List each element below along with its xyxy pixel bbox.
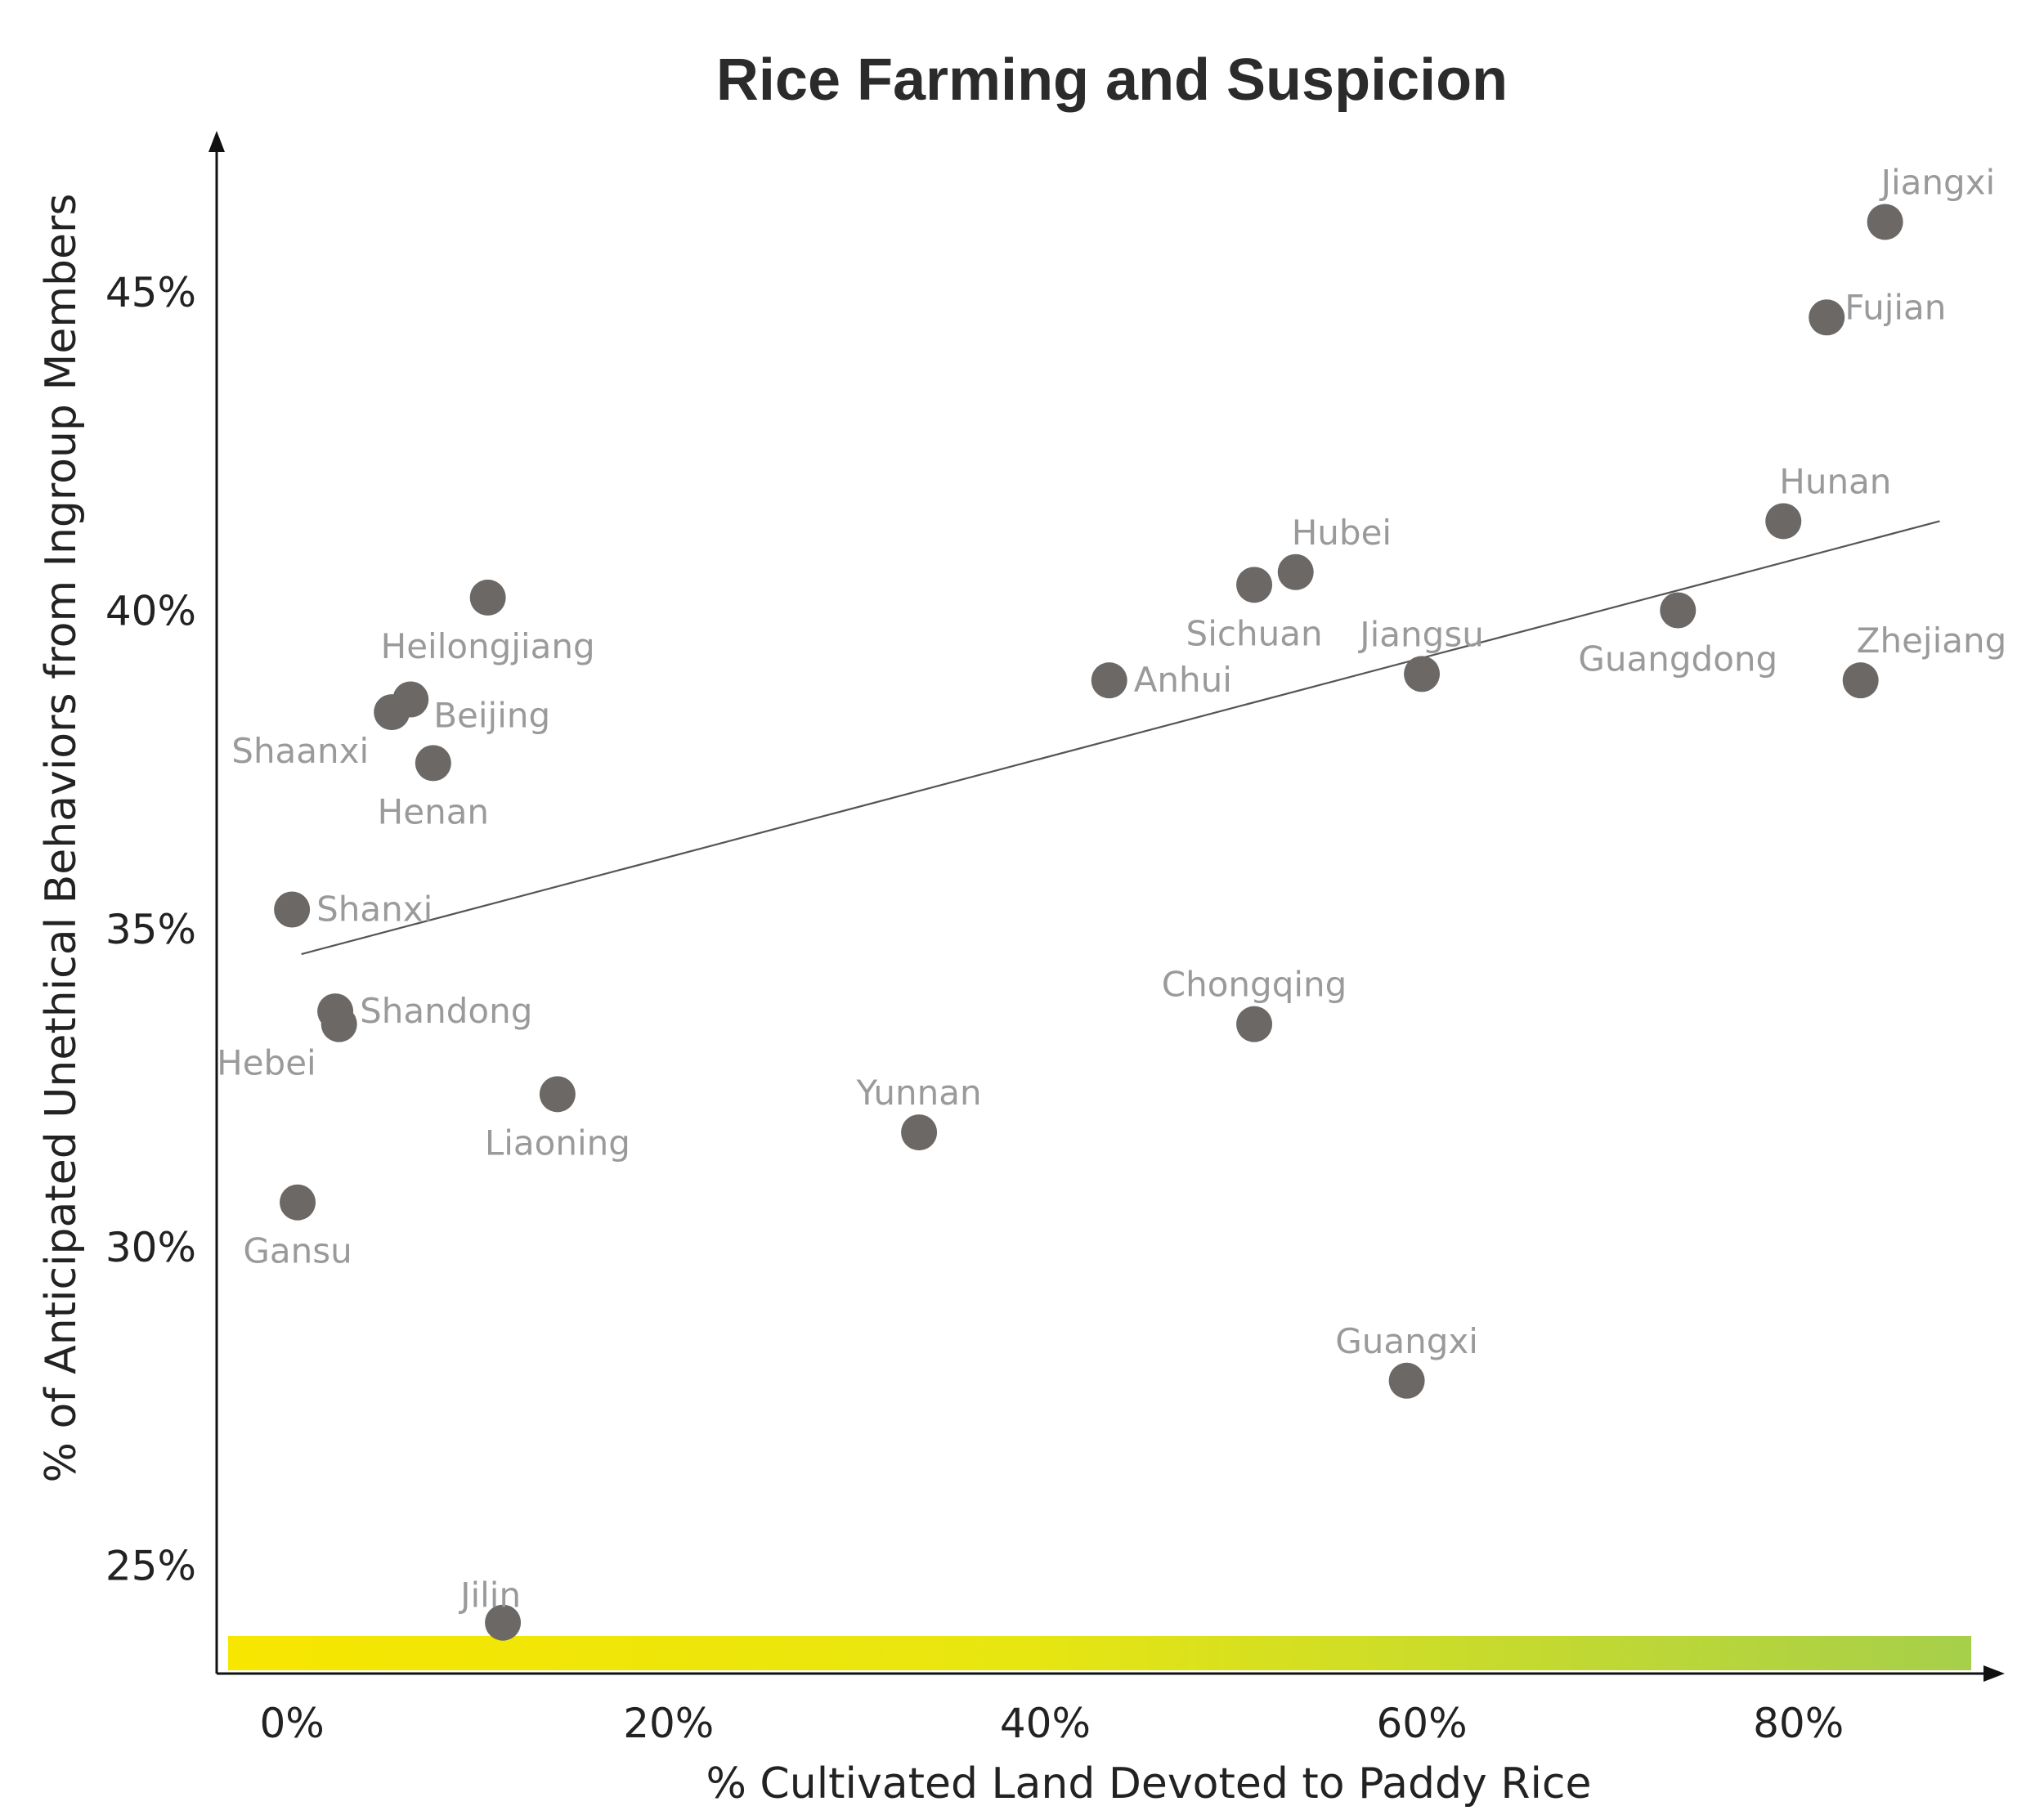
x-axis-arrow — [1983, 1665, 2005, 1682]
data-point-hebei — [320, 1006, 357, 1042]
point-label-henan: Henan — [378, 791, 489, 831]
point-label-beijing: Beijing — [433, 696, 550, 736]
x-axis-label: % Cultivated Land Devoted to Paddy Rice — [706, 1759, 1591, 1808]
point-label-gansu: Gansu — [243, 1231, 352, 1271]
point-label-shanxi: Shanxi — [316, 890, 433, 930]
paddy-rice-gradient-bar — [228, 1636, 1971, 1670]
point-label-liaoning: Liaoning — [485, 1123, 630, 1163]
data-point-fujian — [1809, 299, 1845, 336]
data-point-liaoning — [539, 1076, 576, 1113]
y-tick-label: 30% — [105, 1224, 196, 1271]
x-tick-label: 0% — [259, 1700, 324, 1747]
data-point-henan — [415, 745, 451, 782]
y-tick-label: 40% — [105, 587, 196, 634]
point-label-anhui: Anhui — [1134, 660, 1232, 700]
point-label-jilin: Jilin — [458, 1575, 521, 1616]
data-point-zhejiang — [1842, 662, 1879, 699]
data-point-heilongjiang — [469, 579, 506, 616]
point-label-hunan: Hunan — [1779, 461, 1891, 501]
point-label-shandong: Shandong — [360, 991, 532, 1031]
data-point-shanxi — [274, 891, 311, 928]
point-label-guangdong: Guangdong — [1578, 639, 1777, 679]
data-point-jilin — [485, 1604, 522, 1641]
point-label-hebei: Hebei — [217, 1043, 316, 1083]
data-point-guangdong — [1660, 592, 1697, 629]
y-axis-label: % of Anticipated Unethical Behaviors fro… — [37, 194, 86, 1483]
y-axis-arrow — [208, 131, 225, 152]
y-tick-label: 35% — [105, 906, 196, 953]
chart-title: Rice Farming and Suspicion — [716, 47, 1508, 113]
data-point-hunan — [1765, 503, 1802, 540]
x-tick-label: 80% — [1753, 1700, 1844, 1747]
data-point-sichuan — [1236, 567, 1273, 603]
data-point-hubei — [1277, 553, 1314, 590]
point-label-guangxi: Guangxi — [1335, 1321, 1478, 1361]
data-point-yunnan — [901, 1114, 938, 1151]
x-tick-label: 40% — [1000, 1700, 1091, 1747]
point-label-zhejiang: Zhejiang — [1857, 621, 2007, 661]
data-point-jiangxi — [1867, 204, 1903, 240]
y-tick-label: 45% — [105, 269, 196, 316]
point-label-shaanxi: Shaanxi — [231, 731, 369, 771]
x-tick-label: 20% — [623, 1700, 714, 1747]
data-point-jiangsu — [1404, 656, 1441, 692]
point-labels: Jiangxi Fujian Hunan Guangdong Zhejiang Hubei… — [217, 162, 2006, 1615]
point-label-yunnan: Yunnan — [856, 1073, 982, 1113]
point-label-hubei: Hubei — [1292, 513, 1392, 553]
data-point-chongqing — [1236, 1006, 1273, 1042]
data-point-anhui — [1091, 662, 1127, 699]
data-point-guangxi — [1388, 1362, 1425, 1399]
x-tick-labels: 0% 20% 40% 60% 80% — [259, 1700, 1844, 1747]
data-point-gansu — [280, 1184, 316, 1221]
data-points — [274, 204, 1903, 1641]
x-tick-label: 60% — [1376, 1700, 1467, 1747]
point-label-heilongjiang: Heilongjiang — [381, 626, 595, 666]
data-point-shaanxi — [374, 694, 410, 731]
point-label-chongqing: Chongqing — [1162, 965, 1347, 1005]
point-label-jiangxi: Jiangxi — [1879, 162, 1996, 202]
point-label-fujian: Fujian — [1845, 287, 1946, 327]
y-tick-labels: 25% 30% 35% 40% 45% — [105, 269, 196, 1590]
point-label-sichuan: Sichuan — [1186, 613, 1323, 653]
y-tick-label: 25% — [105, 1543, 196, 1590]
trend-line — [301, 520, 1940, 956]
point-label-jiangsu: Jiangsu — [1357, 614, 1484, 654]
